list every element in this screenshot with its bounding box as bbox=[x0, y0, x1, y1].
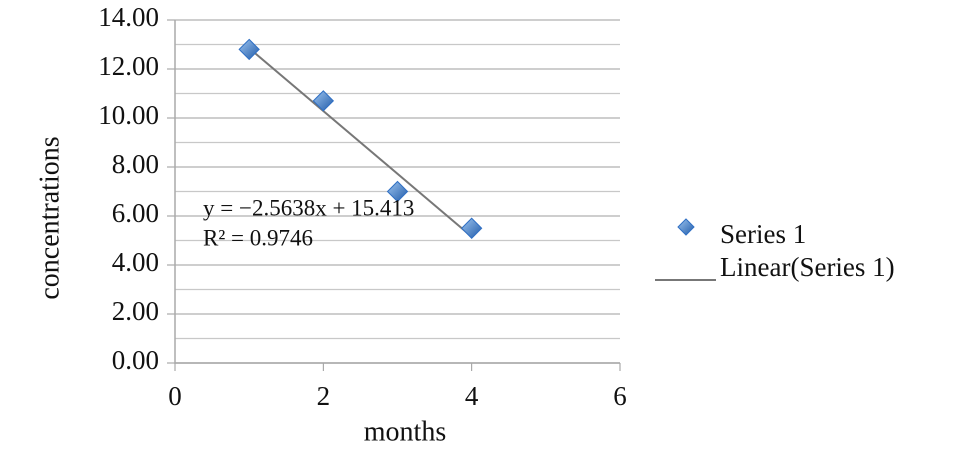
y-tick-label: 8.00 bbox=[112, 149, 159, 179]
data-point bbox=[386, 180, 409, 203]
legend-label: Linear(Series 1) bbox=[720, 252, 895, 282]
r-squared: R² = 0.9746 bbox=[203, 225, 313, 250]
x-tick-label: 4 bbox=[465, 381, 479, 411]
x-axis-title: months bbox=[364, 416, 446, 447]
x-tick-label: 0 bbox=[168, 381, 182, 411]
data-point bbox=[460, 217, 483, 239]
data-point bbox=[238, 38, 260, 61]
trendline bbox=[248, 47, 473, 238]
data-point bbox=[312, 90, 335, 112]
equation: y = −2.5638x + 15.413 bbox=[203, 195, 414, 220]
legend-marker bbox=[677, 218, 695, 236]
y-tick-label: 0.00 bbox=[112, 345, 159, 375]
x-tick-label: 2 bbox=[317, 381, 331, 411]
y-tick-label: 10.00 bbox=[98, 100, 159, 130]
x-tick-label: 6 bbox=[613, 381, 627, 411]
legend-label: Series 1 bbox=[720, 219, 806, 249]
y-tick-label: 6.00 bbox=[112, 198, 159, 228]
y-axis-title: concentrations bbox=[34, 136, 65, 299]
y-tick-label: 2.00 bbox=[112, 296, 159, 326]
y-tick-label: 4.00 bbox=[112, 247, 159, 277]
y-tick-label: 14.00 bbox=[98, 2, 159, 32]
y-tick-label: 12.00 bbox=[98, 51, 159, 81]
